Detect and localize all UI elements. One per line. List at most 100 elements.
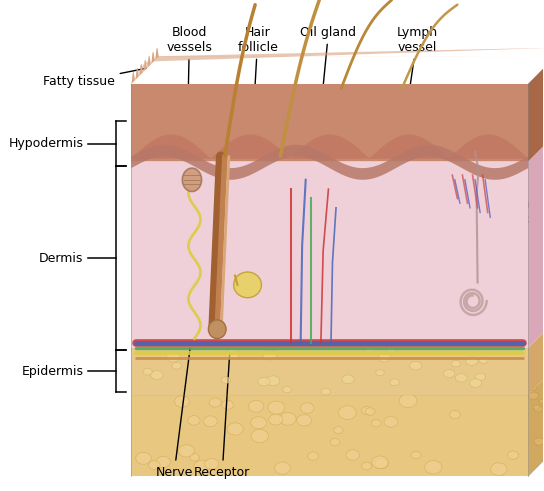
Ellipse shape [387, 347, 396, 354]
Ellipse shape [249, 401, 264, 412]
Text: Lymph
vessel: Lymph vessel [397, 26, 437, 140]
Ellipse shape [209, 398, 221, 407]
Ellipse shape [376, 370, 384, 376]
Ellipse shape [425, 461, 442, 474]
Ellipse shape [534, 438, 544, 445]
Ellipse shape [479, 357, 488, 363]
Text: Hair
follicle: Hair follicle [237, 26, 278, 170]
Ellipse shape [452, 360, 461, 367]
Ellipse shape [469, 379, 481, 387]
Ellipse shape [346, 450, 360, 460]
Ellipse shape [475, 373, 486, 381]
Ellipse shape [342, 375, 354, 383]
Ellipse shape [266, 376, 280, 385]
Ellipse shape [151, 371, 163, 380]
Ellipse shape [321, 388, 330, 395]
Polygon shape [131, 161, 528, 348]
Ellipse shape [529, 385, 537, 390]
Ellipse shape [378, 353, 391, 362]
Ellipse shape [189, 454, 199, 461]
Ellipse shape [143, 368, 152, 375]
Ellipse shape [443, 370, 455, 378]
Ellipse shape [208, 320, 226, 339]
Text: Receptor: Receptor [194, 353, 250, 479]
Ellipse shape [283, 386, 292, 393]
Ellipse shape [135, 452, 151, 464]
Polygon shape [131, 48, 544, 84]
Polygon shape [131, 48, 544, 84]
Ellipse shape [362, 462, 372, 470]
Ellipse shape [221, 377, 231, 383]
Ellipse shape [539, 399, 544, 404]
Polygon shape [131, 395, 528, 476]
Ellipse shape [539, 373, 544, 378]
Ellipse shape [263, 350, 277, 360]
Polygon shape [131, 135, 528, 159]
Ellipse shape [251, 417, 267, 429]
Ellipse shape [372, 456, 388, 468]
Ellipse shape [533, 405, 540, 409]
Ellipse shape [269, 414, 283, 425]
Ellipse shape [222, 400, 233, 409]
Ellipse shape [203, 416, 218, 427]
Text: Oil gland: Oil gland [300, 26, 356, 184]
Ellipse shape [296, 415, 311, 426]
Text: Dermis: Dermis [39, 251, 83, 265]
Ellipse shape [534, 406, 542, 412]
Text: Sweat
gland: Sweat gland [492, 198, 536, 243]
Ellipse shape [300, 403, 314, 413]
Ellipse shape [156, 456, 171, 467]
Ellipse shape [205, 459, 219, 469]
Ellipse shape [172, 362, 182, 369]
Ellipse shape [390, 379, 399, 385]
Ellipse shape [455, 374, 467, 382]
Ellipse shape [508, 451, 518, 460]
Ellipse shape [280, 412, 296, 425]
Ellipse shape [338, 406, 356, 419]
Ellipse shape [366, 408, 375, 415]
Ellipse shape [333, 427, 343, 434]
Ellipse shape [375, 458, 388, 468]
Ellipse shape [410, 361, 422, 370]
Polygon shape [131, 348, 528, 395]
Polygon shape [528, 133, 544, 348]
Text: Nerve: Nerve [156, 297, 196, 479]
Ellipse shape [149, 461, 160, 469]
Ellipse shape [227, 423, 243, 435]
Ellipse shape [399, 394, 417, 408]
Ellipse shape [175, 396, 189, 407]
Ellipse shape [330, 438, 340, 446]
Ellipse shape [258, 377, 270, 386]
Ellipse shape [226, 349, 239, 359]
Ellipse shape [372, 419, 381, 427]
Ellipse shape [366, 348, 374, 354]
Ellipse shape [528, 392, 539, 399]
Text: Fatty tissue: Fatty tissue [43, 68, 146, 88]
Text: Blood
vessels: Blood vessels [166, 26, 212, 151]
Ellipse shape [308, 452, 319, 460]
Ellipse shape [251, 430, 269, 443]
Ellipse shape [194, 460, 211, 473]
Ellipse shape [178, 445, 194, 457]
Ellipse shape [268, 401, 285, 414]
Ellipse shape [491, 463, 507, 475]
Ellipse shape [188, 415, 200, 425]
Ellipse shape [166, 352, 180, 362]
Ellipse shape [182, 168, 201, 191]
Polygon shape [131, 84, 528, 161]
Polygon shape [131, 145, 528, 180]
Polygon shape [528, 56, 544, 161]
Ellipse shape [411, 451, 421, 459]
Polygon shape [528, 320, 544, 395]
Ellipse shape [466, 357, 478, 365]
Ellipse shape [449, 410, 460, 419]
Ellipse shape [533, 371, 541, 377]
Text: Hypodermis: Hypodermis [8, 137, 83, 150]
Polygon shape [528, 56, 544, 161]
Ellipse shape [234, 272, 262, 298]
Text: Epidermis: Epidermis [21, 365, 83, 378]
Ellipse shape [384, 416, 398, 427]
Polygon shape [528, 367, 544, 476]
Ellipse shape [275, 462, 290, 474]
Ellipse shape [362, 407, 372, 414]
